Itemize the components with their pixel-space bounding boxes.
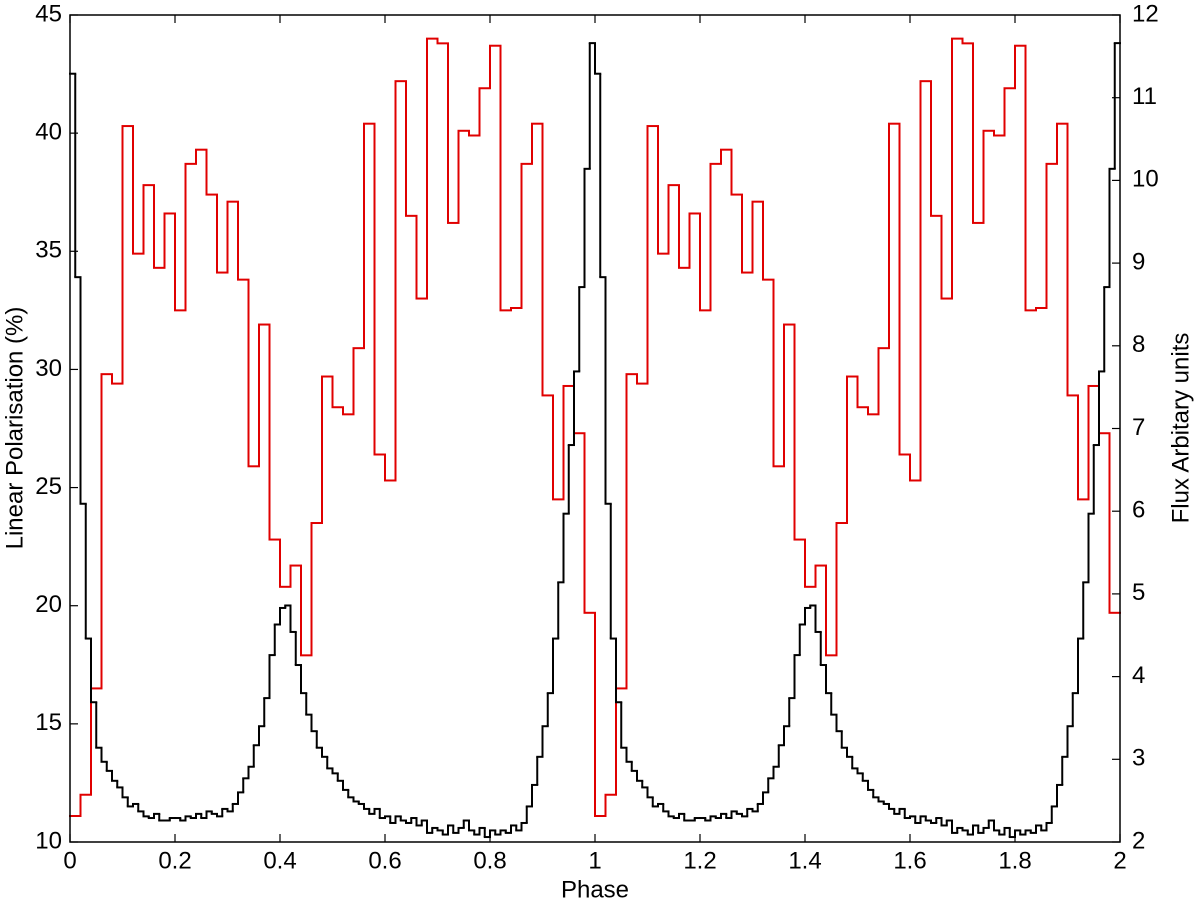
x-tick-label: 1 <box>588 847 601 874</box>
y-tick-label: 45 <box>35 0 62 27</box>
y-tick-label: 40 <box>35 118 62 145</box>
y-tick-label: 25 <box>35 473 62 500</box>
y2-axis-label: Flux Arbitary units <box>1167 333 1194 524</box>
y2-tick-label: 2 <box>1132 827 1145 854</box>
plot-frame <box>69 14 1121 843</box>
x-tick-label: 0.6 <box>368 847 401 874</box>
y2-tick-label: 11 <box>1132 83 1157 110</box>
x-axis-label: Phase <box>561 876 629 903</box>
y-tick-label: 35 <box>35 237 62 264</box>
x-tick-label: 1.4 <box>788 847 821 874</box>
x-tick-label: 0.8 <box>473 847 506 874</box>
y2-tick-label: 9 <box>1132 248 1145 275</box>
x-tick-label: 0.4 <box>263 847 296 874</box>
y-tick-label: 20 <box>35 591 62 618</box>
y2-tick-label: 12 <box>1132 0 1159 27</box>
y2-tick-label: 5 <box>1132 579 1145 606</box>
y2-tick-label: 10 <box>1132 166 1159 193</box>
x-tick-label: 1.6 <box>893 847 926 874</box>
y2-tick-label: 6 <box>1132 497 1145 524</box>
y2-tick-label: 7 <box>1132 414 1145 441</box>
y-tick-label: 15 <box>35 709 62 736</box>
x-tick-label: 1.2 <box>683 847 716 874</box>
x-tick-label: 0.2 <box>158 847 191 874</box>
y-axis-label: Linear Polarisation (%) <box>1 307 28 550</box>
y-tick-label: 30 <box>35 355 62 382</box>
y-tick-label: 10 <box>35 827 62 854</box>
x-tick-label: 0 <box>63 847 76 874</box>
y2-tick-label: 8 <box>1132 331 1145 358</box>
y2-tick-label: 4 <box>1132 662 1145 689</box>
y2-tick-label: 3 <box>1132 745 1145 772</box>
x-tick-label: 1.8 <box>998 847 1031 874</box>
x-tick-label: 2 <box>1113 847 1126 874</box>
